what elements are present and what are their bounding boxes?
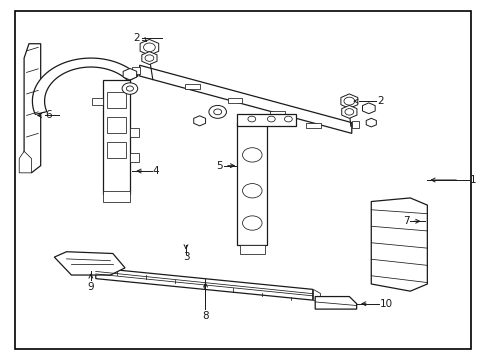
Polygon shape: [19, 151, 31, 173]
Polygon shape: [370, 198, 427, 291]
Polygon shape: [96, 268, 312, 300]
Polygon shape: [315, 297, 356, 309]
Text: 4: 4: [153, 166, 159, 176]
Text: 3: 3: [183, 252, 189, 262]
Polygon shape: [140, 40, 159, 55]
Text: 9: 9: [87, 282, 94, 292]
Polygon shape: [341, 105, 356, 118]
Polygon shape: [270, 111, 285, 117]
Polygon shape: [366, 118, 376, 127]
Polygon shape: [130, 128, 139, 137]
Circle shape: [213, 109, 221, 115]
Polygon shape: [142, 51, 157, 64]
Circle shape: [242, 148, 262, 162]
Polygon shape: [237, 123, 267, 244]
Bar: [107, 142, 125, 158]
Circle shape: [208, 105, 226, 118]
Circle shape: [143, 43, 155, 51]
Polygon shape: [239, 244, 264, 253]
Polygon shape: [24, 44, 41, 173]
Text: 7: 7: [402, 216, 408, 226]
Polygon shape: [140, 65, 351, 134]
Text: 6: 6: [45, 111, 52, 121]
Circle shape: [242, 216, 262, 230]
Circle shape: [344, 109, 353, 115]
Polygon shape: [351, 121, 358, 128]
Text: 1: 1: [469, 175, 476, 185]
Text: 5: 5: [216, 161, 222, 171]
Circle shape: [284, 116, 292, 122]
Circle shape: [343, 97, 354, 105]
Polygon shape: [54, 252, 125, 275]
Text: 2: 2: [133, 33, 140, 43]
Polygon shape: [92, 98, 103, 105]
Polygon shape: [312, 289, 320, 300]
Polygon shape: [103, 80, 130, 194]
Circle shape: [145, 55, 154, 61]
Circle shape: [122, 83, 138, 94]
Bar: [107, 92, 125, 108]
Polygon shape: [227, 98, 242, 103]
Polygon shape: [305, 123, 320, 128]
Circle shape: [247, 116, 255, 122]
Polygon shape: [362, 103, 374, 114]
Polygon shape: [340, 94, 357, 108]
Polygon shape: [237, 114, 295, 126]
Polygon shape: [185, 84, 200, 89]
Polygon shape: [103, 191, 130, 202]
Polygon shape: [32, 58, 138, 114]
Bar: [107, 117, 125, 134]
Polygon shape: [132, 67, 140, 74]
Polygon shape: [123, 68, 136, 80]
Polygon shape: [130, 153, 139, 162]
Circle shape: [126, 86, 133, 91]
Text: 10: 10: [379, 299, 392, 309]
Circle shape: [242, 184, 262, 198]
Text: 8: 8: [202, 311, 208, 321]
Polygon shape: [193, 116, 205, 126]
Circle shape: [267, 116, 275, 122]
Text: 2: 2: [376, 96, 383, 106]
